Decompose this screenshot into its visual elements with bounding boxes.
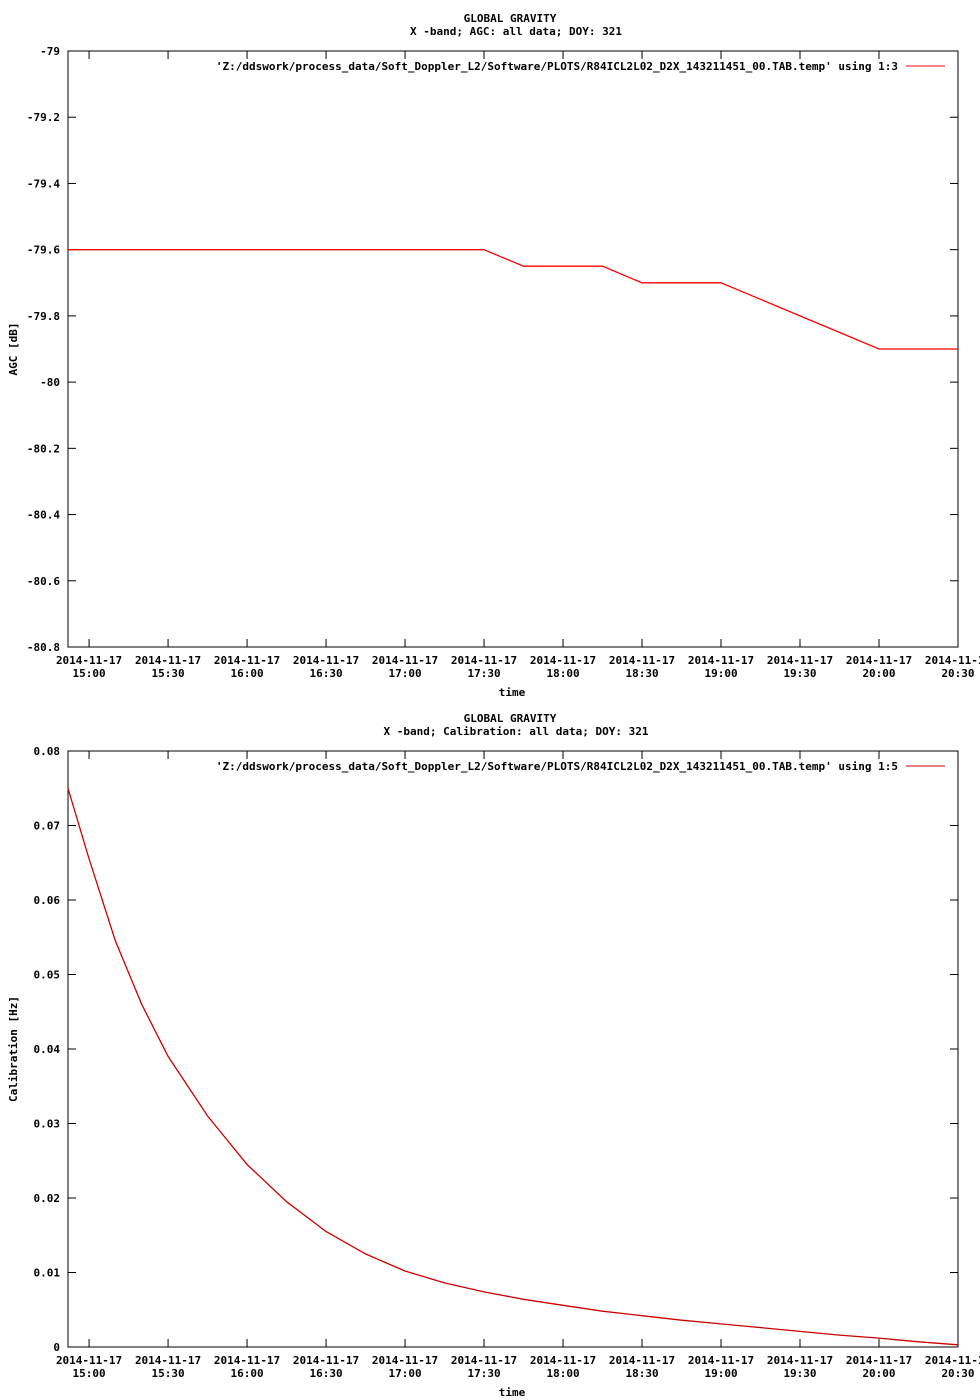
x-tick-date: 2014-11-17 [135, 654, 201, 667]
y-axis-label: Calibration [Hz] [7, 996, 20, 1102]
x-tick-date: 2014-11-17 [767, 654, 833, 667]
x-tick-date: 2014-11-17 [372, 1354, 438, 1367]
x-tick-time: 20:30 [941, 1367, 974, 1380]
agc-chart-panel: GLOBAL GRAVITY X -band; AGC: all data; DO… [7, 12, 980, 699]
y-tick-label: -79.8 [27, 310, 60, 323]
x-tick-time: 20:30 [941, 667, 974, 680]
y-tick-label: 0.07 [34, 820, 61, 833]
x-tick-date: 2014-11-17 [767, 1354, 833, 1367]
chart-title: GLOBAL GRAVITY [464, 712, 557, 725]
legend-label: 'Z:/ddswork/process_data/Soft_Doppler_L2… [216, 60, 898, 73]
x-tick-date: 2014-11-17 [609, 654, 675, 667]
x-tick-date: 2014-11-17 [56, 1354, 122, 1367]
x-tick-date: 2014-11-17 [925, 654, 980, 667]
y-tick-label: 0 [53, 1341, 60, 1354]
x-tick-date: 2014-11-17 [293, 654, 359, 667]
x-tick-date: 2014-11-17 [451, 1354, 517, 1367]
y-tick-label: 0.06 [34, 894, 61, 907]
x-tick-time: 18:00 [546, 667, 579, 680]
calibration-chart-panel: GLOBAL GRAVITY X -band; Calibration: all … [0, 700, 980, 1400]
x-tick-date: 2014-11-17 [925, 1354, 980, 1367]
x-tick-time: 15:30 [151, 1367, 184, 1380]
chart-subtitle: X -band; AGC: all data; DOY: 321 [410, 25, 622, 38]
legend-label: 'Z:/ddswork/process_data/Soft_Doppler_L2… [216, 760, 898, 773]
x-tick-time: 16:30 [309, 1367, 342, 1380]
x-tick-date: 2014-11-17 [214, 1354, 280, 1367]
y-tick-label: 0.01 [34, 1267, 61, 1280]
x-tick-time: 18:30 [625, 1367, 658, 1380]
y-tick-label: 0.02 [34, 1192, 61, 1205]
x-tick-date: 2014-11-17 [688, 1354, 754, 1367]
x-tick-date: 2014-11-17 [372, 654, 438, 667]
x-tick-time: 17:00 [388, 667, 421, 680]
x-tick-time: 16:00 [230, 667, 263, 680]
x-tick-date: 2014-11-17 [135, 1354, 201, 1367]
x-tick-time: 16:30 [309, 667, 342, 680]
x-tick-time: 19:00 [704, 667, 737, 680]
x-tick-time: 19:00 [704, 1367, 737, 1380]
x-axis-label: time [499, 1386, 526, 1399]
y-axis-label: AGC [dB] [7, 323, 20, 376]
x-tick-time: 16:00 [230, 1367, 263, 1380]
x-tick-time: 20:00 [862, 1367, 895, 1380]
plot-frame [67, 50, 959, 648]
y-tick-label: 0.05 [34, 969, 61, 982]
x-tick-time: 17:00 [388, 1367, 421, 1380]
x-tick-date: 2014-11-17 [214, 654, 280, 667]
x-tick-date: 2014-11-17 [688, 654, 754, 667]
x-axis-label: time [499, 686, 526, 699]
x-tick-time: 18:00 [546, 1367, 579, 1380]
y-tick-label: -80.8 [27, 641, 60, 654]
chart-subtitle: X -band; Calibration: all data; DOY: 321 [384, 725, 649, 738]
y-tick-label: 0.04 [34, 1043, 61, 1056]
y-tick-label: 0.03 [34, 1118, 61, 1131]
y-tick-label: -80.2 [27, 442, 60, 455]
x-tick-time: 19:30 [783, 667, 816, 680]
x-tick-date: 2014-11-17 [609, 1354, 675, 1367]
plot-frame [67, 750, 959, 1348]
x-tick-time: 18:30 [625, 667, 658, 680]
series-line [68, 249, 958, 350]
x-tick-date: 2014-11-17 [846, 654, 912, 667]
x-tick-date: 2014-11-17 [530, 1354, 596, 1367]
x-tick-time: 19:30 [783, 1367, 816, 1380]
x-tick-time: 17:30 [467, 1367, 500, 1380]
x-tick-date: 2014-11-17 [293, 1354, 359, 1367]
series-line [67, 788, 959, 1346]
x-tick-date: 2014-11-17 [451, 654, 517, 667]
x-tick-date: 2014-11-17 [846, 1354, 912, 1367]
y-tick-label: 0.08 [34, 745, 61, 758]
y-tick-label: -79.2 [27, 111, 60, 124]
x-tick-date: 2014-11-17 [530, 654, 596, 667]
y-tick-label: -79.4 [27, 177, 60, 190]
chart-title: GLOBAL GRAVITY [464, 12, 557, 25]
y-tick-label: -80.4 [27, 509, 60, 522]
x-tick-time: 15:00 [73, 1367, 106, 1380]
y-tick-label: -79 [40, 45, 60, 58]
y-tick-label: -80 [40, 376, 60, 389]
x-tick-time: 15:00 [73, 667, 106, 680]
y-tick-label: -79.6 [27, 244, 60, 257]
x-tick-time: 17:30 [467, 667, 500, 680]
y-tick-label: -80.6 [27, 575, 60, 588]
x-tick-time: 20:00 [862, 667, 895, 680]
x-tick-date: 2014-11-17 [56, 654, 122, 667]
x-tick-time: 15:30 [151, 667, 184, 680]
